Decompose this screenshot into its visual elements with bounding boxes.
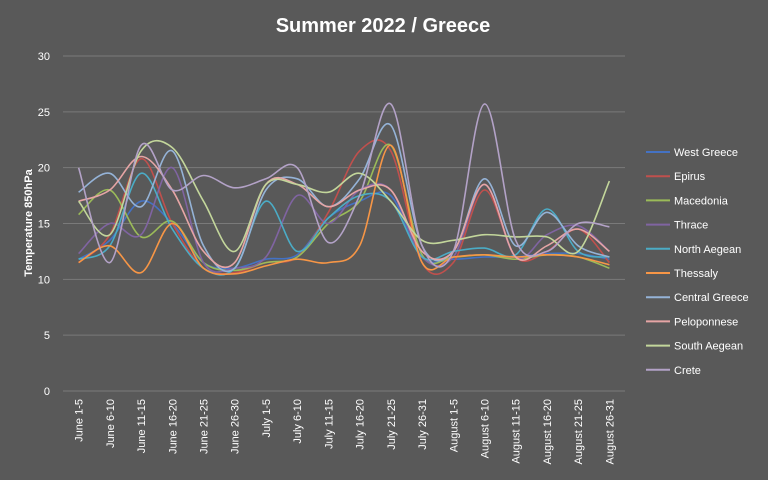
y-tick-label: 20 xyxy=(38,163,50,175)
x-tick-label: July 6-10 xyxy=(292,399,304,444)
x-tick-label: August 16-20 xyxy=(542,399,554,464)
legend: West Greece Epirus Macedonia Thrace North Ae… xyxy=(646,147,749,377)
x-tick-label: June 21-25 xyxy=(199,399,211,454)
legend-label: Thessaly xyxy=(674,268,719,280)
legend-label: Macedonia xyxy=(674,195,729,207)
x-tick-label: July 16-20 xyxy=(355,399,367,450)
legend-label: Peloponnese xyxy=(674,316,738,328)
legend-label: South Aegean xyxy=(674,341,743,353)
x-tick-label: July 1-5 xyxy=(261,399,273,438)
x-tick-label: June 6-10 xyxy=(105,399,117,448)
x-tick-label: June 1-5 xyxy=(74,399,86,442)
series-lines xyxy=(77,102,611,276)
x-tick-label: June 16-20 xyxy=(167,399,179,454)
legend-label: Epirus xyxy=(674,171,706,183)
x-axis-ticks: June 1-5 June 6-10 June 11-15 June 16-20 Jun… xyxy=(74,399,617,464)
x-tick-label: July 26-31 xyxy=(417,399,429,450)
series-line xyxy=(78,122,610,273)
y-tick-label: 25 xyxy=(38,107,50,119)
legend-label: North Aegean xyxy=(674,244,741,256)
legend-label: Crete xyxy=(674,365,701,377)
x-tick-label: August 26-31 xyxy=(604,399,616,464)
y-tick-label: 10 xyxy=(38,274,50,286)
y-axis-ticks: 0 5 10 15 20 25 30 xyxy=(38,51,50,398)
y-axis-title: Temperature 850hPa xyxy=(23,168,35,276)
legend-label: West Greece xyxy=(674,147,738,159)
x-tick-label: August 11-15 xyxy=(511,399,523,464)
x-tick-label: July 11-15 xyxy=(323,399,335,449)
x-tick-label: June 11-15 xyxy=(136,399,148,453)
y-tick-label: 5 xyxy=(44,330,50,342)
y-tick-label: 15 xyxy=(38,219,50,231)
series-line xyxy=(77,139,611,255)
chart-title: Summer 2022 / Greece xyxy=(276,15,491,37)
x-tick-label: July 21-25 xyxy=(386,399,398,450)
y-tick-label: 0 xyxy=(44,386,50,398)
legend-label: Central Greece xyxy=(674,292,749,304)
y-tick-label: 30 xyxy=(38,51,50,63)
x-tick-label: August 6-10 xyxy=(480,399,492,458)
series-line xyxy=(78,172,610,276)
x-tick-label: August 21-25 xyxy=(573,399,585,464)
legend-label: Thrace xyxy=(674,220,708,232)
x-tick-label: June 26-30 xyxy=(230,399,242,454)
x-tick-label: August 1-5 xyxy=(448,399,460,452)
series-line xyxy=(77,102,610,268)
